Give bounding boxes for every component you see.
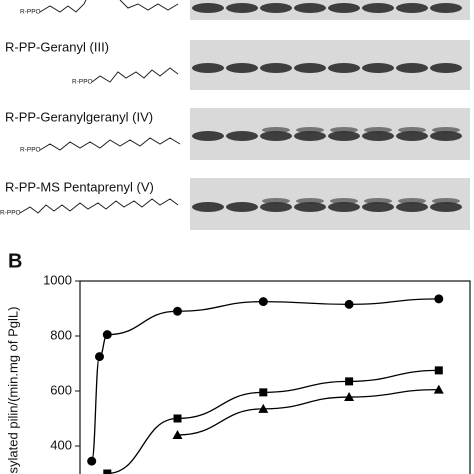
blot-band [430, 3, 462, 13]
blot-band [362, 202, 394, 212]
blot-band [430, 131, 462, 141]
structure-label: R-PPO [20, 9, 41, 16]
y-tick-label: 400 [50, 437, 72, 452]
blot-band [296, 127, 324, 133]
blot-band [328, 131, 360, 141]
blot-band [362, 3, 394, 13]
blot-band [330, 198, 358, 204]
blots [190, 0, 470, 230]
blot-band [396, 3, 428, 13]
point [434, 294, 444, 304]
panel-label: B [8, 250, 22, 272]
point [344, 392, 355, 402]
point [434, 366, 443, 375]
blot-band [192, 202, 224, 212]
point [344, 299, 354, 309]
substrate-label: R-PP-Geranyl (III) [5, 39, 109, 54]
y-tick-label: 600 [50, 382, 72, 397]
blot-band [328, 3, 360, 13]
point [102, 330, 112, 340]
blot-band [260, 202, 292, 212]
blot-band [260, 63, 292, 73]
blot-band [364, 198, 392, 204]
blot-band [396, 63, 428, 73]
fit-line [91, 298, 439, 462]
blot-band [294, 3, 326, 13]
blot-band [432, 127, 460, 133]
blot-band [226, 131, 258, 141]
substrate-label: R-PP-Geranylgeranyl (IV) [5, 109, 153, 124]
structure-label: R-PPO [72, 79, 93, 86]
blot-band [294, 202, 326, 212]
blot-band [396, 131, 428, 141]
point [103, 469, 112, 474]
point [258, 403, 269, 413]
plot-area [87, 294, 444, 474]
blot-band [430, 63, 462, 73]
blot-band [294, 131, 326, 141]
point [95, 352, 104, 362]
structure-label: R-PPO [0, 210, 21, 217]
blot-band [294, 63, 326, 73]
blot-band [328, 202, 360, 212]
blot-band [330, 127, 358, 133]
structure [39, 137, 181, 151]
point [173, 306, 182, 316]
y-tick-label: 800 [50, 327, 72, 342]
blot-band [192, 63, 224, 73]
blot-band [260, 131, 292, 141]
blot-band [226, 3, 258, 13]
point [87, 456, 97, 466]
blot-band [260, 3, 292, 13]
point [345, 377, 354, 386]
structure-label: R-PPO [20, 147, 41, 154]
fit-line [107, 369, 439, 474]
blot-band [398, 198, 426, 204]
blot-band [362, 131, 394, 141]
fit-line [177, 388, 439, 436]
structure [39, 0, 87, 13]
structure [19, 198, 179, 214]
blot-band [364, 127, 392, 133]
blot-band [432, 198, 460, 204]
point [433, 384, 444, 394]
point [173, 414, 182, 423]
blot-band [398, 127, 426, 133]
blot-band [226, 63, 258, 73]
blot-band [328, 63, 360, 73]
point [259, 388, 268, 397]
blot-band [262, 127, 290, 133]
structure [91, 67, 179, 83]
y-tick-label: 1000 [43, 272, 72, 287]
blot-band [192, 131, 224, 141]
blot-band [430, 202, 462, 212]
substrate-label: R-PP-MS Pentaprenyl (V) [5, 179, 154, 194]
blot-band [296, 198, 324, 204]
structure [119, 0, 179, 11]
blot-band [192, 3, 224, 13]
blot-band [362, 63, 394, 73]
blot-band [396, 202, 428, 212]
blot-band [262, 198, 290, 204]
point [258, 297, 268, 307]
blot-band [226, 202, 258, 212]
point [172, 430, 183, 439]
y-axis-label: sylated pilin/(min.mg of PglL) [5, 307, 20, 474]
plot-frame [79, 280, 471, 474]
